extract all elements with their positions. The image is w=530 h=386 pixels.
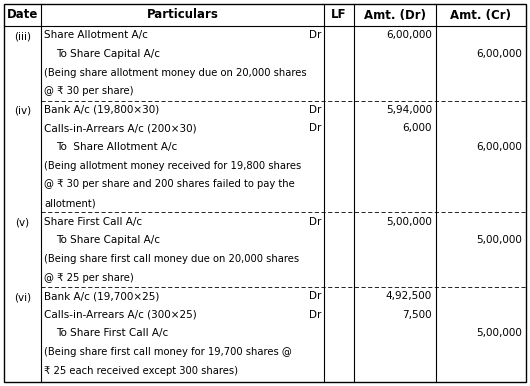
Text: (Being share allotment money due on 20,000 shares: (Being share allotment money due on 20,0… [44,68,307,78]
Text: 5,94,000: 5,94,000 [386,105,432,115]
Text: Dr: Dr [308,291,321,301]
Text: 6,00,000: 6,00,000 [476,49,522,59]
Text: 6,000: 6,000 [402,124,432,134]
Text: To Share Capital A/c: To Share Capital A/c [56,49,160,59]
Text: To Share Capital A/c: To Share Capital A/c [56,235,160,245]
Text: 5,00,000: 5,00,000 [476,235,522,245]
Text: Amt. (Dr): Amt. (Dr) [364,8,426,22]
Text: (v): (v) [15,218,30,228]
Text: 4,92,500: 4,92,500 [386,291,432,301]
Text: Calls-in-Arrears A/c (200×30): Calls-in-Arrears A/c (200×30) [44,124,197,134]
Text: To  Share Allotment A/c: To Share Allotment A/c [56,142,177,152]
Text: 6,00,000: 6,00,000 [386,30,432,40]
Text: 6,00,000: 6,00,000 [476,142,522,152]
Text: Share First Call A/c: Share First Call A/c [44,217,142,227]
Text: Date: Date [7,8,38,22]
Text: LF: LF [331,8,347,22]
Text: @ ₹ 30 per share): @ ₹ 30 per share) [44,86,134,96]
Text: 7,500: 7,500 [402,310,432,320]
Text: allotment): allotment) [44,198,95,208]
Text: Calls-in-Arrears A/c (300×25): Calls-in-Arrears A/c (300×25) [44,310,197,320]
Text: Dr: Dr [308,310,321,320]
Text: (Being share first call money due on 20,000 shares: (Being share first call money due on 20,… [44,254,299,264]
Text: (iv): (iv) [14,106,31,116]
Text: Dr: Dr [308,217,321,227]
Text: (Being allotment money received for 19,800 shares: (Being allotment money received for 19,8… [44,161,301,171]
Text: (vi): (vi) [14,292,31,302]
Text: @ ₹ 25 per share): @ ₹ 25 per share) [44,273,134,283]
Text: @ ₹ 30 per share and 200 shares failed to pay the: @ ₹ 30 per share and 200 shares failed t… [44,179,295,190]
Text: Particulars: Particulars [147,8,218,22]
Text: (Being share first call money for 19,700 shares @: (Being share first call money for 19,700… [44,347,292,357]
Text: Dr: Dr [308,124,321,134]
Text: ₹ 25 each received except 300 shares): ₹ 25 each received except 300 shares) [44,366,238,376]
Text: (iii): (iii) [14,31,31,41]
Text: Share Allotment A/c: Share Allotment A/c [44,30,148,40]
Text: Amt. (Cr): Amt. (Cr) [450,8,511,22]
Text: Bank A/c (19,800×30): Bank A/c (19,800×30) [44,105,159,115]
Text: 5,00,000: 5,00,000 [476,328,522,339]
Text: Bank A/c (19,700×25): Bank A/c (19,700×25) [44,291,160,301]
Text: Dr: Dr [308,105,321,115]
Text: Dr: Dr [308,30,321,40]
Text: 5,00,000: 5,00,000 [386,217,432,227]
Text: To Share First Call A/c: To Share First Call A/c [56,328,168,339]
